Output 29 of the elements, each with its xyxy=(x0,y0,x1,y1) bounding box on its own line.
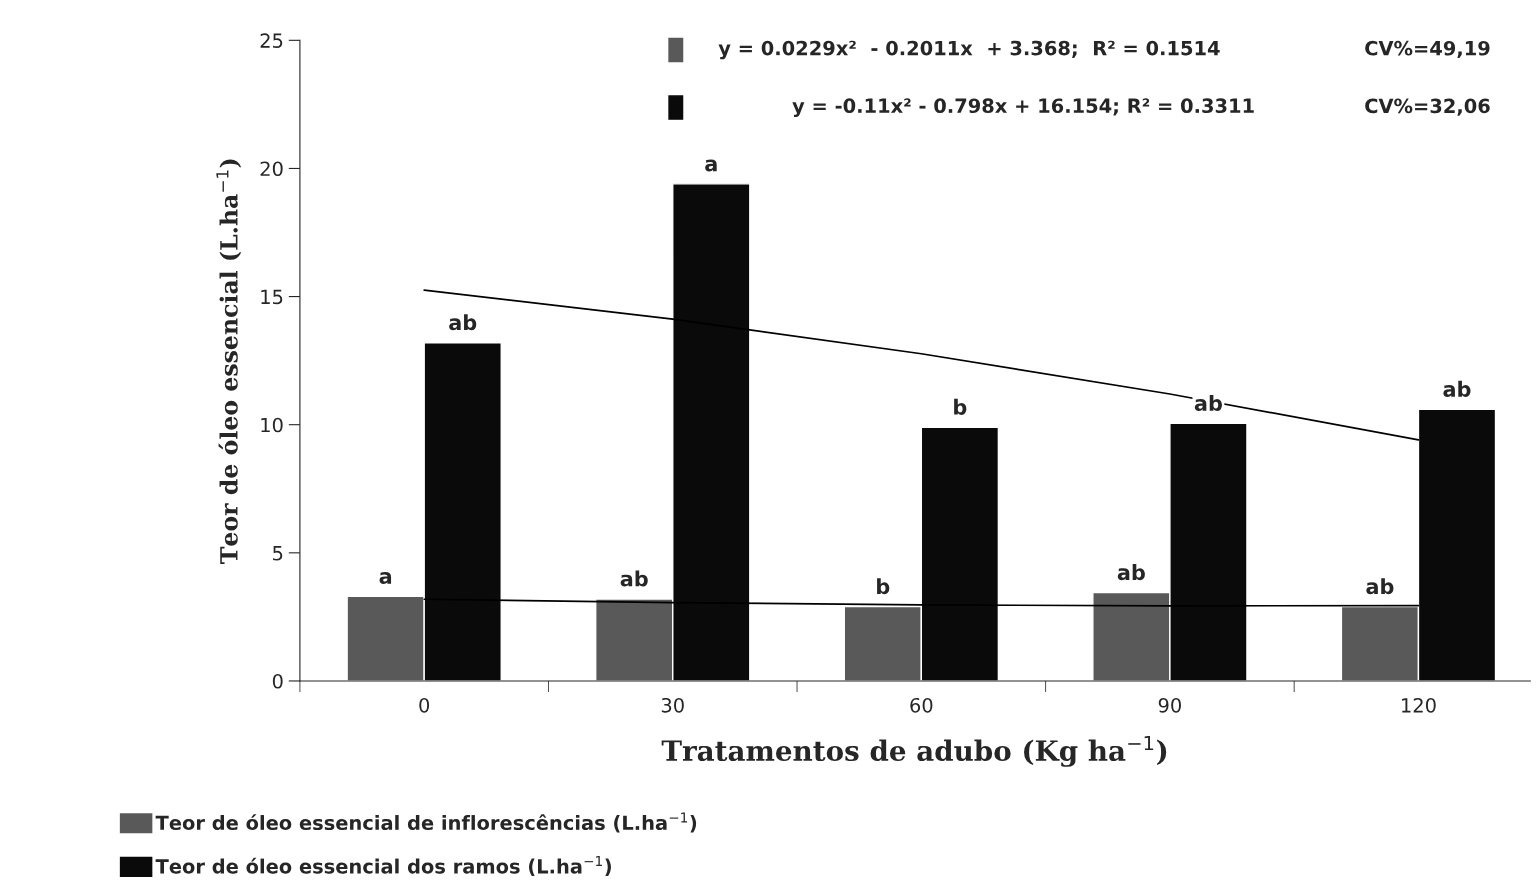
data-label: a xyxy=(379,572,392,585)
annotation: CV%=49,19 xyxy=(1365,40,1490,59)
data-label: ab xyxy=(1443,380,1471,397)
y-tick-label: 15 xyxy=(261,289,283,305)
y-tick-label: 5 xyxy=(273,546,283,561)
data-label: ab xyxy=(620,570,648,587)
y-tick-label: 25 xyxy=(260,33,283,48)
legend-label: Teor de óleo essencial dos ramos (L.ha$^{−1}$) xyxy=(155,856,611,876)
data-label: b xyxy=(877,578,890,595)
x-axis-title: Tratamentos de adubo (Kg ha$^{−1}$) xyxy=(661,735,1167,767)
x-tick-label: 60 xyxy=(910,697,933,713)
data-label: ab xyxy=(1117,564,1145,581)
annotation: y = -0.11x² - 0.798x + 16.154; R² = 0.3311 xyxy=(792,98,1254,117)
y-axis-title: Teor de óleo essencial (L.ha$^{−1}$) xyxy=(216,159,242,564)
data-label: ab xyxy=(1194,394,1222,412)
annotation: CV%=32,06 xyxy=(1365,98,1490,116)
x-tick-label: 90 xyxy=(1158,697,1181,713)
x-tick-label: 30 xyxy=(661,697,684,713)
y-tick-label: 20 xyxy=(260,161,283,177)
data-label: a xyxy=(705,159,717,172)
x-tick-label: 120 xyxy=(1402,697,1436,713)
data-label: ab xyxy=(1366,578,1394,595)
x-tick-label: 0 xyxy=(419,697,430,713)
y-tick-label: 10 xyxy=(261,417,283,433)
y-tick-label: 0 xyxy=(272,673,283,689)
data-label: ab xyxy=(449,314,477,331)
data-label: b xyxy=(954,398,967,415)
legend-label: Teor de óleo essencial de inflorescências (L.ha$^{−1}$) xyxy=(155,812,697,833)
annotation: y = 0.0229x² - 0.2011x + 3.368; R² = 0.1514 xyxy=(718,40,1220,60)
